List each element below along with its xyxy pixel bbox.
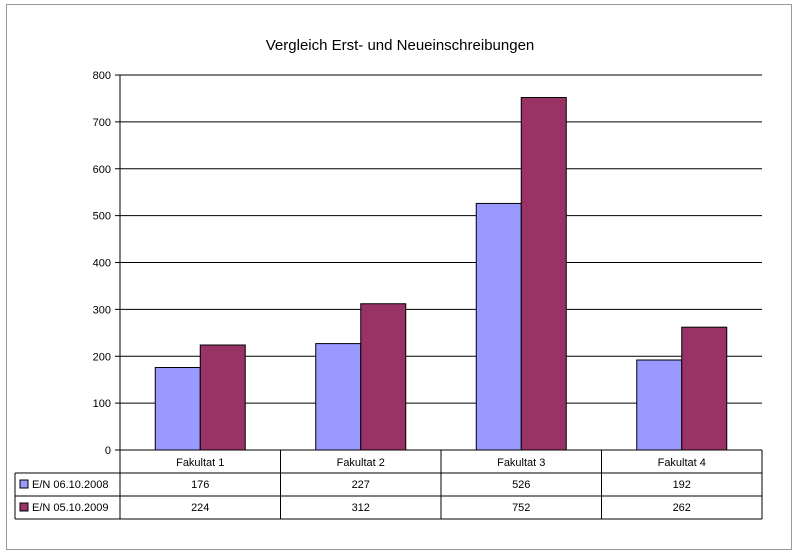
data-label: 192 [673, 479, 691, 491]
data-label: 176 [191, 479, 209, 491]
data-table: Fakultat 1 Fakultat 2 Fakultat 3 Fakultat 4… [14, 449, 763, 520]
y-tick-label: 600 [93, 164, 111, 176]
bar [315, 343, 362, 451]
bar [199, 344, 246, 451]
data-label: 752 [512, 502, 530, 514]
y-tick-label: 700 [93, 117, 111, 129]
data-label: 227 [352, 479, 370, 491]
legend-label: E/N 05.10.2009 [32, 502, 108, 514]
y-tick-label: 200 [93, 351, 111, 363]
bar [154, 367, 201, 451]
bar [636, 359, 683, 451]
bars [154, 97, 728, 451]
x-category-label: Fakultat 4 [658, 457, 706, 469]
legend-label: E/N 06.10.2008 [32, 479, 108, 491]
bar [520, 97, 567, 451]
x-category-label: Fakultat 2 [337, 457, 385, 469]
y-tick-label: 100 [93, 398, 111, 410]
chart-frame [6, 4, 792, 550]
data-label: 224 [191, 502, 209, 514]
x-category-label: Fakultat 1 [176, 457, 224, 469]
data-label: 262 [673, 502, 691, 514]
data-label: 312 [352, 502, 370, 514]
legend-swatch [19, 502, 29, 512]
data-label: 526 [512, 479, 530, 491]
y-tick-label: 400 [93, 258, 111, 270]
legend-swatch [19, 479, 29, 489]
y-tick-label: 300 [93, 304, 111, 316]
bar [681, 326, 728, 451]
y-tick-label: 500 [93, 211, 111, 223]
y-tick-label: 0 [105, 445, 111, 457]
chart-title: Vergleich Erst- und Neueinschreibungen [266, 37, 535, 54]
x-category-label: Fakultat 3 [497, 457, 545, 469]
y-tick-label: 800 [93, 70, 111, 82]
bar [475, 202, 522, 451]
bar [360, 303, 407, 451]
